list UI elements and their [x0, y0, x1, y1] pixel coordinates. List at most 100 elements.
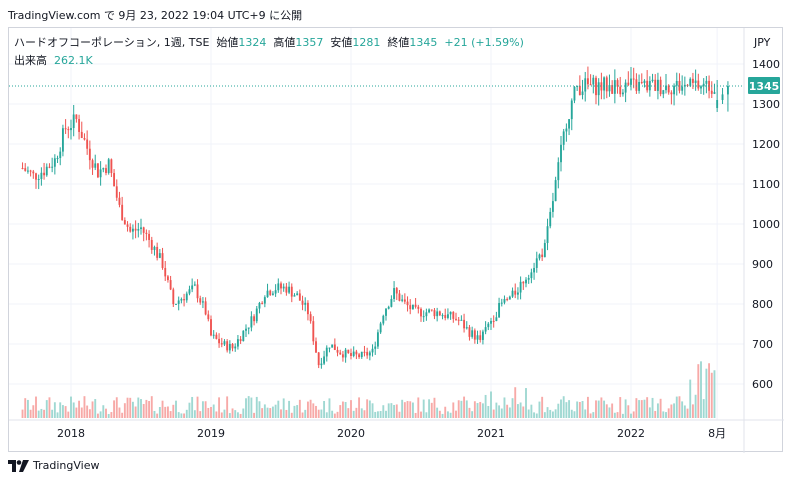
candle-body — [689, 78, 692, 86]
candle-body — [123, 220, 126, 225]
change-value: +21 (+1.59%) — [444, 36, 524, 49]
volume-bar — [422, 399, 425, 418]
volume-bar — [255, 396, 258, 418]
volume-bar — [465, 400, 468, 418]
volume-bar — [317, 409, 320, 418]
volume-bar — [263, 404, 266, 418]
candle-body — [527, 278, 530, 280]
volume-bar — [589, 413, 592, 418]
candle-body — [568, 119, 571, 129]
volume-bar — [449, 412, 452, 418]
volume-bar — [333, 413, 336, 418]
volume-bar — [210, 406, 212, 418]
candle-body — [627, 82, 630, 85]
symbol-label[interactable]: ハードオフコーポレーション, 1週, TSE — [14, 36, 210, 49]
low-label: 安値 — [330, 36, 353, 49]
volume-bar — [323, 400, 326, 418]
volume-bar — [177, 412, 180, 418]
volume-bar — [670, 404, 673, 418]
volume-bar — [75, 407, 78, 418]
candle-body — [371, 348, 374, 353]
candle-body — [511, 290, 514, 297]
volume-bar — [619, 397, 622, 418]
volume-bar — [150, 396, 153, 418]
candle-body — [417, 306, 420, 309]
candle-body — [140, 227, 142, 230]
tradingview-brand[interactable]: TradingView — [8, 459, 99, 472]
close-label: 終値 — [387, 36, 410, 49]
candle-body — [446, 314, 449, 318]
candle-body — [199, 298, 202, 303]
volume-bar — [565, 402, 568, 418]
candle-body — [659, 79, 662, 95]
volume-bar — [667, 408, 670, 418]
candle-body — [21, 168, 24, 169]
candle-body — [533, 267, 536, 273]
volume-label: 出来高 — [14, 54, 47, 67]
volume-bar — [554, 409, 557, 418]
volume-bar — [581, 401, 584, 418]
candle-body — [651, 79, 654, 82]
volume-bar — [99, 411, 102, 418]
volume-bar — [29, 409, 32, 418]
candle-body — [646, 80, 649, 91]
candle-body — [263, 297, 266, 304]
candle-body — [137, 229, 140, 231]
volume-bar — [683, 405, 686, 418]
candle-body — [99, 169, 102, 178]
volume-bar — [662, 411, 665, 418]
candle-body — [220, 343, 223, 345]
volume-bar — [80, 407, 83, 418]
y-tick-label: 1400 — [752, 58, 780, 71]
candle-body — [158, 253, 161, 258]
volume-bar — [613, 412, 616, 418]
candle-body — [479, 335, 482, 340]
volume-bar — [72, 402, 75, 418]
volume-bar — [366, 399, 369, 418]
volume-bar — [533, 412, 536, 418]
candle-body — [438, 311, 441, 316]
high-label: 高値 — [273, 36, 296, 49]
last-price-label: 1345 — [749, 80, 780, 93]
volume-bar — [468, 407, 471, 418]
candle-body — [29, 170, 32, 172]
candle-body — [654, 79, 657, 91]
candle-body — [422, 316, 425, 318]
volume-bar — [175, 400, 177, 418]
volume-bar — [659, 398, 662, 418]
volume-bar — [490, 391, 492, 418]
candle-body — [258, 302, 261, 309]
volume-bar — [78, 400, 81, 418]
candle-body — [425, 312, 428, 317]
chart-svg[interactable]: 600 700 800 900 1000 1100 1200 1300 1400 2018 2019… — [9, 28, 784, 453]
candle-body — [24, 168, 27, 171]
candle-body — [107, 159, 110, 173]
candle-body — [597, 82, 600, 96]
candle-body — [236, 339, 239, 347]
volume-bar — [481, 403, 484, 418]
volume-bar — [215, 411, 218, 418]
candle-body — [296, 293, 299, 296]
volume-bar — [247, 396, 250, 418]
volume-bar — [573, 411, 576, 418]
volume-bar — [236, 412, 239, 418]
x-tick-label: 2019 — [197, 427, 225, 440]
chart-panel[interactable]: 600 700 800 900 1000 1100 1200 1300 1400 2018 2019… — [8, 27, 784, 453]
volume-bar — [452, 402, 455, 418]
volume-bar — [280, 409, 282, 418]
volume-bar — [352, 410, 355, 418]
volume-bar — [411, 402, 414, 418]
volume-bar — [328, 398, 331, 418]
x-tick-label: 2021 — [477, 427, 505, 440]
candle-body — [667, 85, 670, 93]
candle-body — [457, 319, 460, 321]
volume-bar — [560, 399, 562, 418]
volume-bar — [218, 397, 221, 418]
volume-bar — [166, 406, 169, 418]
volume-bar — [298, 399, 301, 418]
candle-body — [705, 80, 708, 84]
candle-body — [67, 129, 70, 131]
volume-bar — [102, 405, 105, 418]
candle-body — [535, 258, 538, 268]
candle-body — [339, 352, 342, 355]
